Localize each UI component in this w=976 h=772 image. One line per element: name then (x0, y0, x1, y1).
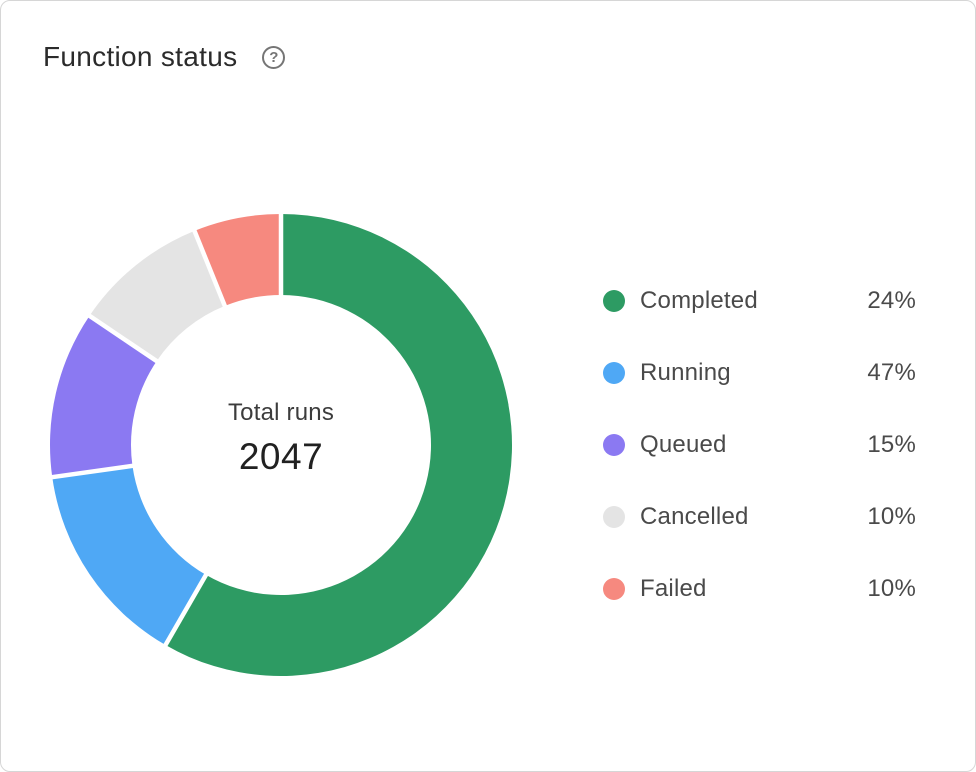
legend-label: Running (640, 359, 731, 386)
donut-segment-running[interactable] (52, 465, 206, 646)
page-title: Function status (43, 41, 238, 72)
segment-gap (191, 227, 229, 310)
legend-dot-cancelled (603, 506, 625, 528)
legend-label: Completed (640, 287, 758, 314)
question-mark-glyph: ? (269, 48, 279, 66)
legend-percent: 15% (867, 431, 916, 458)
legend-label: Cancelled (640, 503, 749, 530)
legend-label: Queued (640, 431, 727, 458)
legend-item-completed: Completed 24% (603, 287, 916, 314)
legend-percent: 47% (867, 359, 916, 386)
legend-dot-queued (603, 434, 625, 456)
donut-segment-completed[interactable] (165, 214, 512, 676)
legend-percent: 24% (867, 287, 916, 314)
legend-label: Failed (640, 575, 707, 602)
legend-percent: 10% (867, 503, 916, 530)
legend-item-running: Running 47% (603, 359, 916, 386)
card-header: Function status ? (43, 41, 286, 73)
legend-percent: 10% (867, 575, 916, 602)
segment-gap (85, 312, 161, 365)
legend-item-cancelled: Cancelled 10% (603, 503, 916, 530)
segment-gap (48, 463, 136, 480)
help-icon[interactable]: ? (262, 45, 286, 69)
legend: Completed 24% Running 47% Queued 15% Cancelled… (603, 287, 916, 650)
donut-chart (48, 211, 512, 676)
legend-dot-completed (603, 290, 625, 312)
donut-segment-cancelled[interactable] (89, 230, 225, 362)
legend-dot-running (603, 362, 625, 384)
segment-gap (162, 571, 210, 649)
legend-item-failed: Failed 10% (603, 575, 916, 602)
legend-dot-failed (603, 578, 625, 600)
donut-segment-queued[interactable] (49, 315, 157, 478)
legend-item-queued: Queued 15% (603, 431, 916, 458)
